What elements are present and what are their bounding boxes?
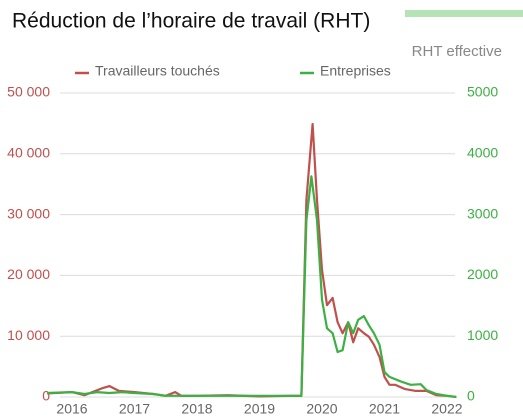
x-tick-label: 2020 [306, 401, 337, 417]
x-tick-label: 2019 [244, 401, 275, 417]
y-tick-label: 50 000 [7, 84, 50, 100]
y2-tick-label: 0 [467, 388, 475, 404]
legend-label: Travailleurs touchés [95, 63, 220, 79]
y2-tick-label: 5000 [467, 84, 498, 100]
title-bar [405, 10, 523, 17]
y2-tick-label: 4000 [467, 145, 498, 161]
y-tick-label: 20 000 [7, 266, 50, 282]
subtitle: RHT effective [412, 43, 502, 60]
y-tick-label: 10 000 [7, 327, 50, 343]
x-tick-label: 2016 [56, 401, 87, 417]
x-tick-label: 2022 [431, 401, 462, 417]
chart-title: Réduction de l’horaire de travail (RHT) [12, 10, 370, 33]
y2-tick-label: 2000 [467, 266, 498, 282]
y-tick-label: 40 000 [7, 145, 50, 161]
x-tick-label: 2021 [369, 401, 400, 417]
y-tick-label: 30 000 [7, 205, 50, 221]
y2-tick-label: 1000 [467, 327, 498, 343]
x-tick-label: 2018 [181, 401, 212, 417]
x-tick-label: 2017 [119, 401, 150, 417]
series-line [46, 122, 457, 399]
legend-label: Entreprises [320, 63, 391, 79]
series-line [46, 175, 457, 399]
y2-tick-label: 3000 [467, 205, 498, 221]
y-tick-label: 0 [42, 388, 50, 404]
